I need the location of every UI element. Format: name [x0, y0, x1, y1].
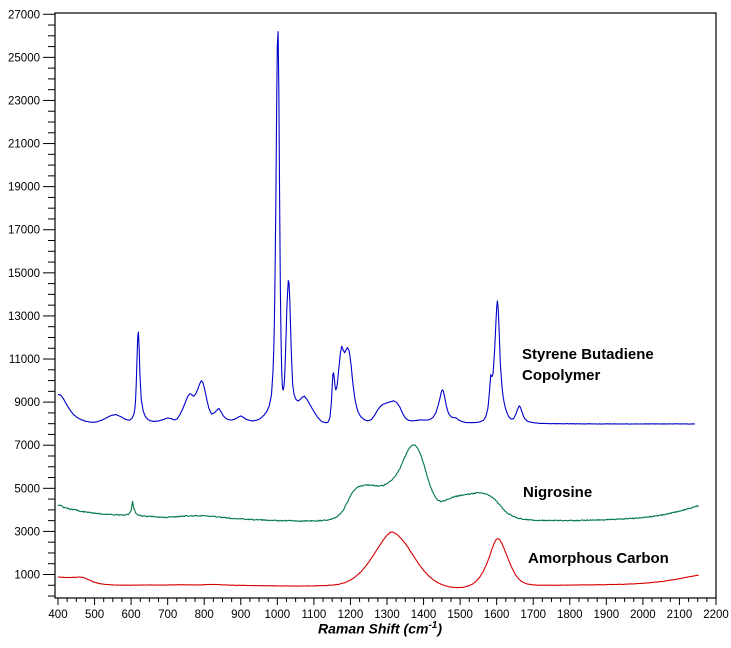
- y-tick-label: 25000: [8, 52, 40, 64]
- x-tick-label: 1800: [557, 609, 583, 621]
- plot-border: [54, 12, 717, 599]
- y-tick-label: 19000: [8, 182, 40, 194]
- x-tick-label: 400: [48, 609, 67, 621]
- y-tick-label: 21000: [8, 139, 40, 151]
- x-tick-label: 1100: [302, 609, 327, 621]
- y-tick-label: 3000: [14, 526, 40, 538]
- x-tick-label: 1900: [594, 609, 620, 621]
- y-tick-label: 7000: [14, 440, 40, 452]
- y-tick-label: 17000: [8, 225, 40, 237]
- x-tick-label: 2200: [703, 609, 729, 621]
- x-tick-label: 1600: [484, 609, 510, 621]
- x-tick-label: 1400: [411, 609, 437, 621]
- y-tick-label: 9000: [14, 397, 40, 409]
- y-tick-label: 27000: [8, 9, 40, 21]
- x-tick-label: 1000: [265, 609, 291, 621]
- x-tick-label: 1700: [520, 609, 546, 621]
- x-tick-label: 900: [231, 609, 250, 621]
- x-tick-label: 2000: [630, 609, 656, 621]
- x-tick-label: 1500: [447, 609, 473, 621]
- spectrum-amorphous-carbon: [57, 531, 699, 589]
- x-tick-label: 700: [158, 609, 177, 621]
- y-tick-label: 23000: [8, 95, 40, 107]
- y-tick-label: 1000: [14, 570, 40, 582]
- x-tick-label: 600: [122, 609, 141, 621]
- x-tick-label: 1200: [338, 609, 364, 621]
- y-tick-label: 15000: [8, 268, 40, 280]
- x-tick-label: 2100: [667, 609, 693, 621]
- x-tick-label: 500: [85, 609, 104, 621]
- x-tick-label: 1300: [374, 609, 400, 621]
- y-tick-label: 13000: [8, 311, 40, 323]
- x-tick-label: 800: [195, 609, 214, 621]
- y-tick-label: 5000: [14, 483, 40, 495]
- y-tick-label: 11000: [9, 354, 40, 366]
- spectrum-nigrosine: [57, 444, 699, 523]
- spectrum-styrene-butadiene-copolymer: [57, 31, 695, 425]
